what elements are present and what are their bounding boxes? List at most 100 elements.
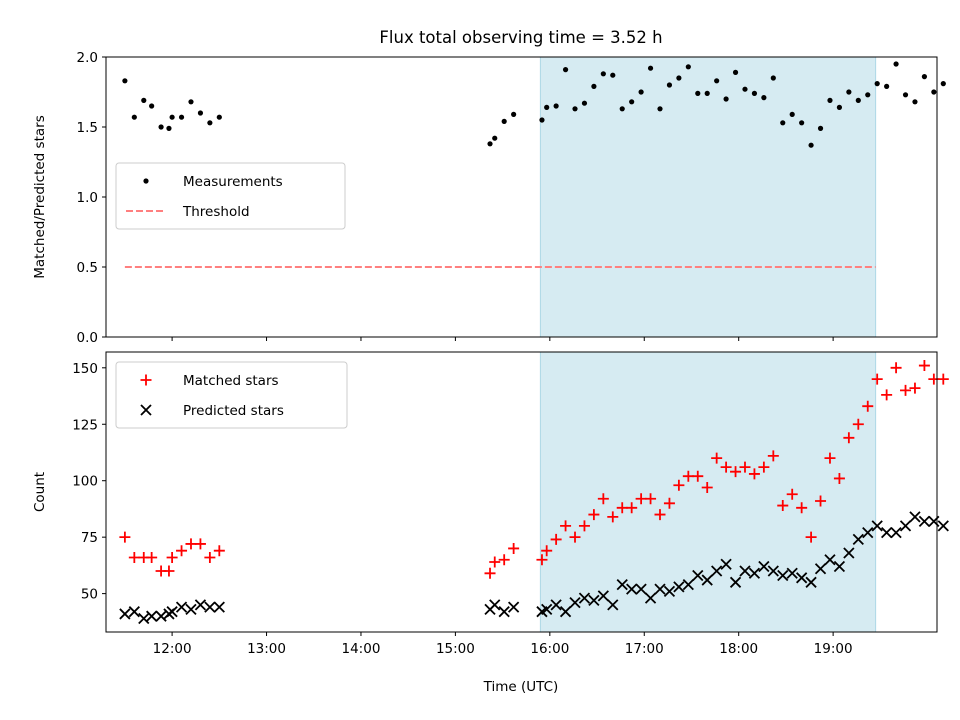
measurement-point [714, 78, 720, 84]
predicted-star-point [814, 563, 827, 575]
predicted-star-point [559, 606, 572, 618]
legend-predicted-marker [140, 404, 152, 416]
bottom-panel: 50 75 100 125 150 12:00 13:00 14:00 15:00 16:00 17… [32, 351, 949, 657]
matched-star-point [748, 468, 760, 480]
y-tick-label: 0.0 [77, 330, 98, 346]
matched-star-point [119, 531, 131, 543]
measurement-point [216, 114, 222, 120]
measurement-point [902, 92, 909, 98]
matched-star-point [550, 533, 562, 545]
measurement-point [817, 125, 824, 131]
predicted-star-point [824, 554, 836, 566]
matched-star-point [777, 500, 789, 512]
measurement-point [600, 71, 606, 77]
predicted-star-point [663, 585, 676, 597]
predicted-star-point [128, 606, 140, 618]
measurement-point [865, 92, 871, 98]
predicted-star-point [880, 527, 893, 539]
measurement-point [836, 104, 843, 110]
legend-entry-label: Matched stars [183, 373, 279, 389]
measurement-point [732, 69, 739, 75]
measurement-point [799, 120, 805, 126]
axes-frame [105, 351, 938, 633]
measurement-point [874, 81, 880, 87]
predicted-star-point [541, 603, 553, 616]
matched-star-point [204, 551, 216, 563]
x-axis-label: Time (UTC) [483, 679, 559, 695]
predicted-star-point [890, 527, 902, 539]
measurement-point [122, 78, 128, 84]
measurement-point [511, 111, 517, 117]
predicted-star-point [682, 578, 694, 591]
measurement-point [501, 118, 507, 124]
legend-entry-label: Predicted stars [183, 403, 284, 419]
predicted-star-point [786, 567, 798, 579]
matched-star-point [673, 479, 685, 491]
matched-star-point [890, 362, 902, 374]
measurement-point [207, 120, 213, 126]
measurement-point [166, 125, 172, 131]
predicted-star-point [138, 612, 150, 625]
predicted-star-point [862, 527, 874, 539]
matched-star-point [758, 461, 770, 473]
predicted-star-point [692, 569, 704, 582]
predicted-star-point [758, 560, 770, 573]
x-tick-label: 16:00 [530, 641, 569, 657]
legend-entry-label: Threshold [182, 204, 250, 220]
measurement-point [761, 95, 767, 101]
matched-star-point [805, 531, 817, 543]
matched-star-point [541, 545, 553, 557]
shaded-interval [539, 56, 877, 338]
predicted-star-point [155, 610, 167, 622]
legend-measurement-marker [143, 178, 149, 184]
matched-star-point [824, 452, 836, 464]
predicted-star-point [146, 610, 158, 622]
predicted-star-point [918, 515, 931, 527]
matched-star-point [663, 497, 675, 509]
matched-star-point [569, 531, 581, 543]
matched-star-point [900, 384, 912, 396]
predicted-star-point [489, 599, 501, 611]
matched-star-point [654, 509, 666, 521]
matched-star-point [711, 452, 723, 464]
y-tick-label: 2.0 [77, 50, 98, 66]
predicted-star-point [616, 578, 628, 591]
legend: Matched stars Predicted stars [115, 361, 348, 429]
measurement-point [827, 97, 833, 103]
matched-star-point [645, 493, 657, 505]
matched-star-point [730, 466, 742, 478]
matched-star-point [498, 554, 510, 566]
predicted-star-point [597, 590, 609, 602]
matched-star-point [692, 470, 704, 482]
matched-star-point [213, 545, 225, 557]
matched-star-point [937, 373, 949, 385]
y-tick-label: 0.5 [77, 260, 98, 276]
measurement-point [610, 72, 616, 78]
predicted-star-point [166, 606, 178, 618]
x-tick-label: 12:00 [153, 641, 192, 657]
predicted-star-point [767, 565, 779, 577]
measurement-point [884, 83, 890, 89]
matched-star-point [560, 520, 572, 532]
measurement-point [940, 81, 946, 87]
matched-star-point [597, 493, 609, 505]
predicted-star-point [673, 581, 685, 593]
measurement-point [808, 142, 814, 148]
measurement-point [789, 111, 795, 117]
y-tick-label: 150 [72, 361, 98, 377]
predicted-star-point [777, 569, 789, 582]
y-tick-label: 50 [81, 587, 98, 603]
matched-star-point [607, 511, 619, 523]
matched-star-point [786, 488, 798, 500]
predicted-star-point [194, 599, 207, 611]
predicted-star-point [635, 583, 647, 595]
measurement-point [572, 106, 578, 112]
y-tick-label: 100 [72, 474, 98, 490]
predicted-star-point [796, 572, 808, 584]
predicted-star-point [175, 601, 188, 613]
predicted-star-point [729, 576, 742, 588]
matched-star-point [626, 502, 638, 514]
measurement-point [751, 90, 758, 96]
matched-star-point [484, 567, 496, 579]
measurement-point [487, 141, 493, 147]
